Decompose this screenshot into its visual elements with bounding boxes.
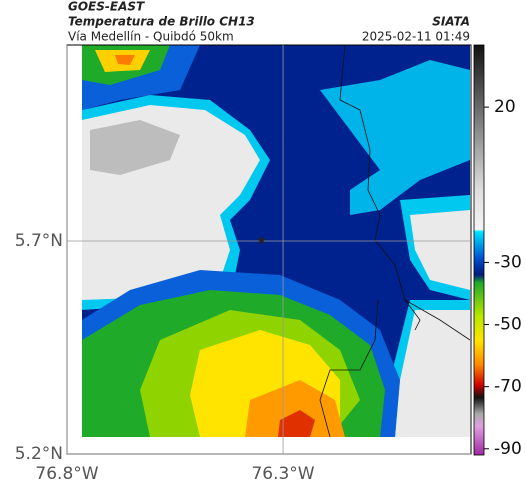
colorbar-tick-label: -90 (494, 439, 522, 459)
timestamp: 2025-02-11 01:49 (362, 30, 470, 44)
lat-tick-label: 5.7°N (15, 231, 63, 251)
colorbar-tick-label: -30 (494, 252, 522, 272)
lat-tick-label: 5.2°N (15, 444, 63, 464)
source: GOES-EAST (68, 0, 145, 14)
colorbar-tick-label: -70 (494, 377, 522, 397)
satellite-image (82, 45, 470, 437)
location-marker: ★ (256, 233, 268, 248)
brand: SIATA (432, 15, 470, 29)
lon-tick-label: 76.3°W (251, 464, 314, 484)
title: Temperatura de Brillo CH13 (68, 15, 255, 29)
lon-tick-label: 76.8°W (35, 464, 98, 484)
colorbar-tick-label: 20 (494, 97, 516, 117)
subtitle: Vía Medellín - Quibdó 50km (68, 30, 234, 44)
colorbar-tick-label: -50 (494, 315, 522, 335)
colorbar (473, 44, 485, 456)
